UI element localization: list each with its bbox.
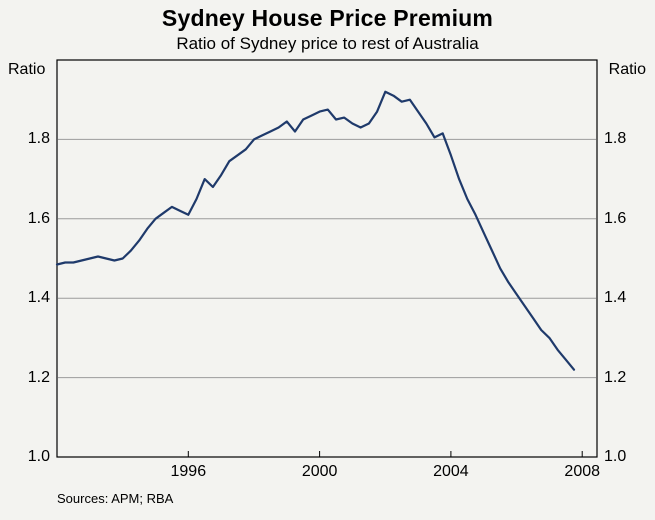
y-tick-label-right: 1.8 (604, 130, 627, 148)
x-tick-label: 2000 (301, 463, 338, 480)
y-tick-label-right: 1.4 (604, 289, 627, 307)
x-tick-label: 1996 (170, 463, 207, 480)
plot-frame (56, 59, 598, 458)
y-axis-unit-left: Ratio (8, 61, 46, 78)
y-tick-label-right: 1.6 (604, 209, 627, 227)
sources-note: Sources: APM; RBA (57, 491, 174, 506)
y-tick-label-left: 1.4 (27, 289, 50, 307)
price-ratio-line (55, 90, 576, 371)
x-tick-label: 2008 (564, 463, 601, 480)
y-tick-label-right: 1.2 (604, 368, 627, 386)
y-axis-unit-right: Ratio (608, 61, 646, 78)
y-tick-label-left: 1.6 (27, 209, 50, 227)
y-tick-label-left: 1.2 (27, 368, 50, 386)
y-tick-label-right: 1.0 (604, 448, 627, 465)
chart-title: Sydney House Price Premium (161, 5, 494, 31)
x-tick-label: 2004 (433, 463, 469, 480)
y-tick-label-left: 1.8 (27, 130, 50, 148)
y-tick-label-left: 1.0 (27, 448, 50, 465)
chart-subtitle: Ratio of Sydney price to rest of Austral… (176, 34, 479, 53)
